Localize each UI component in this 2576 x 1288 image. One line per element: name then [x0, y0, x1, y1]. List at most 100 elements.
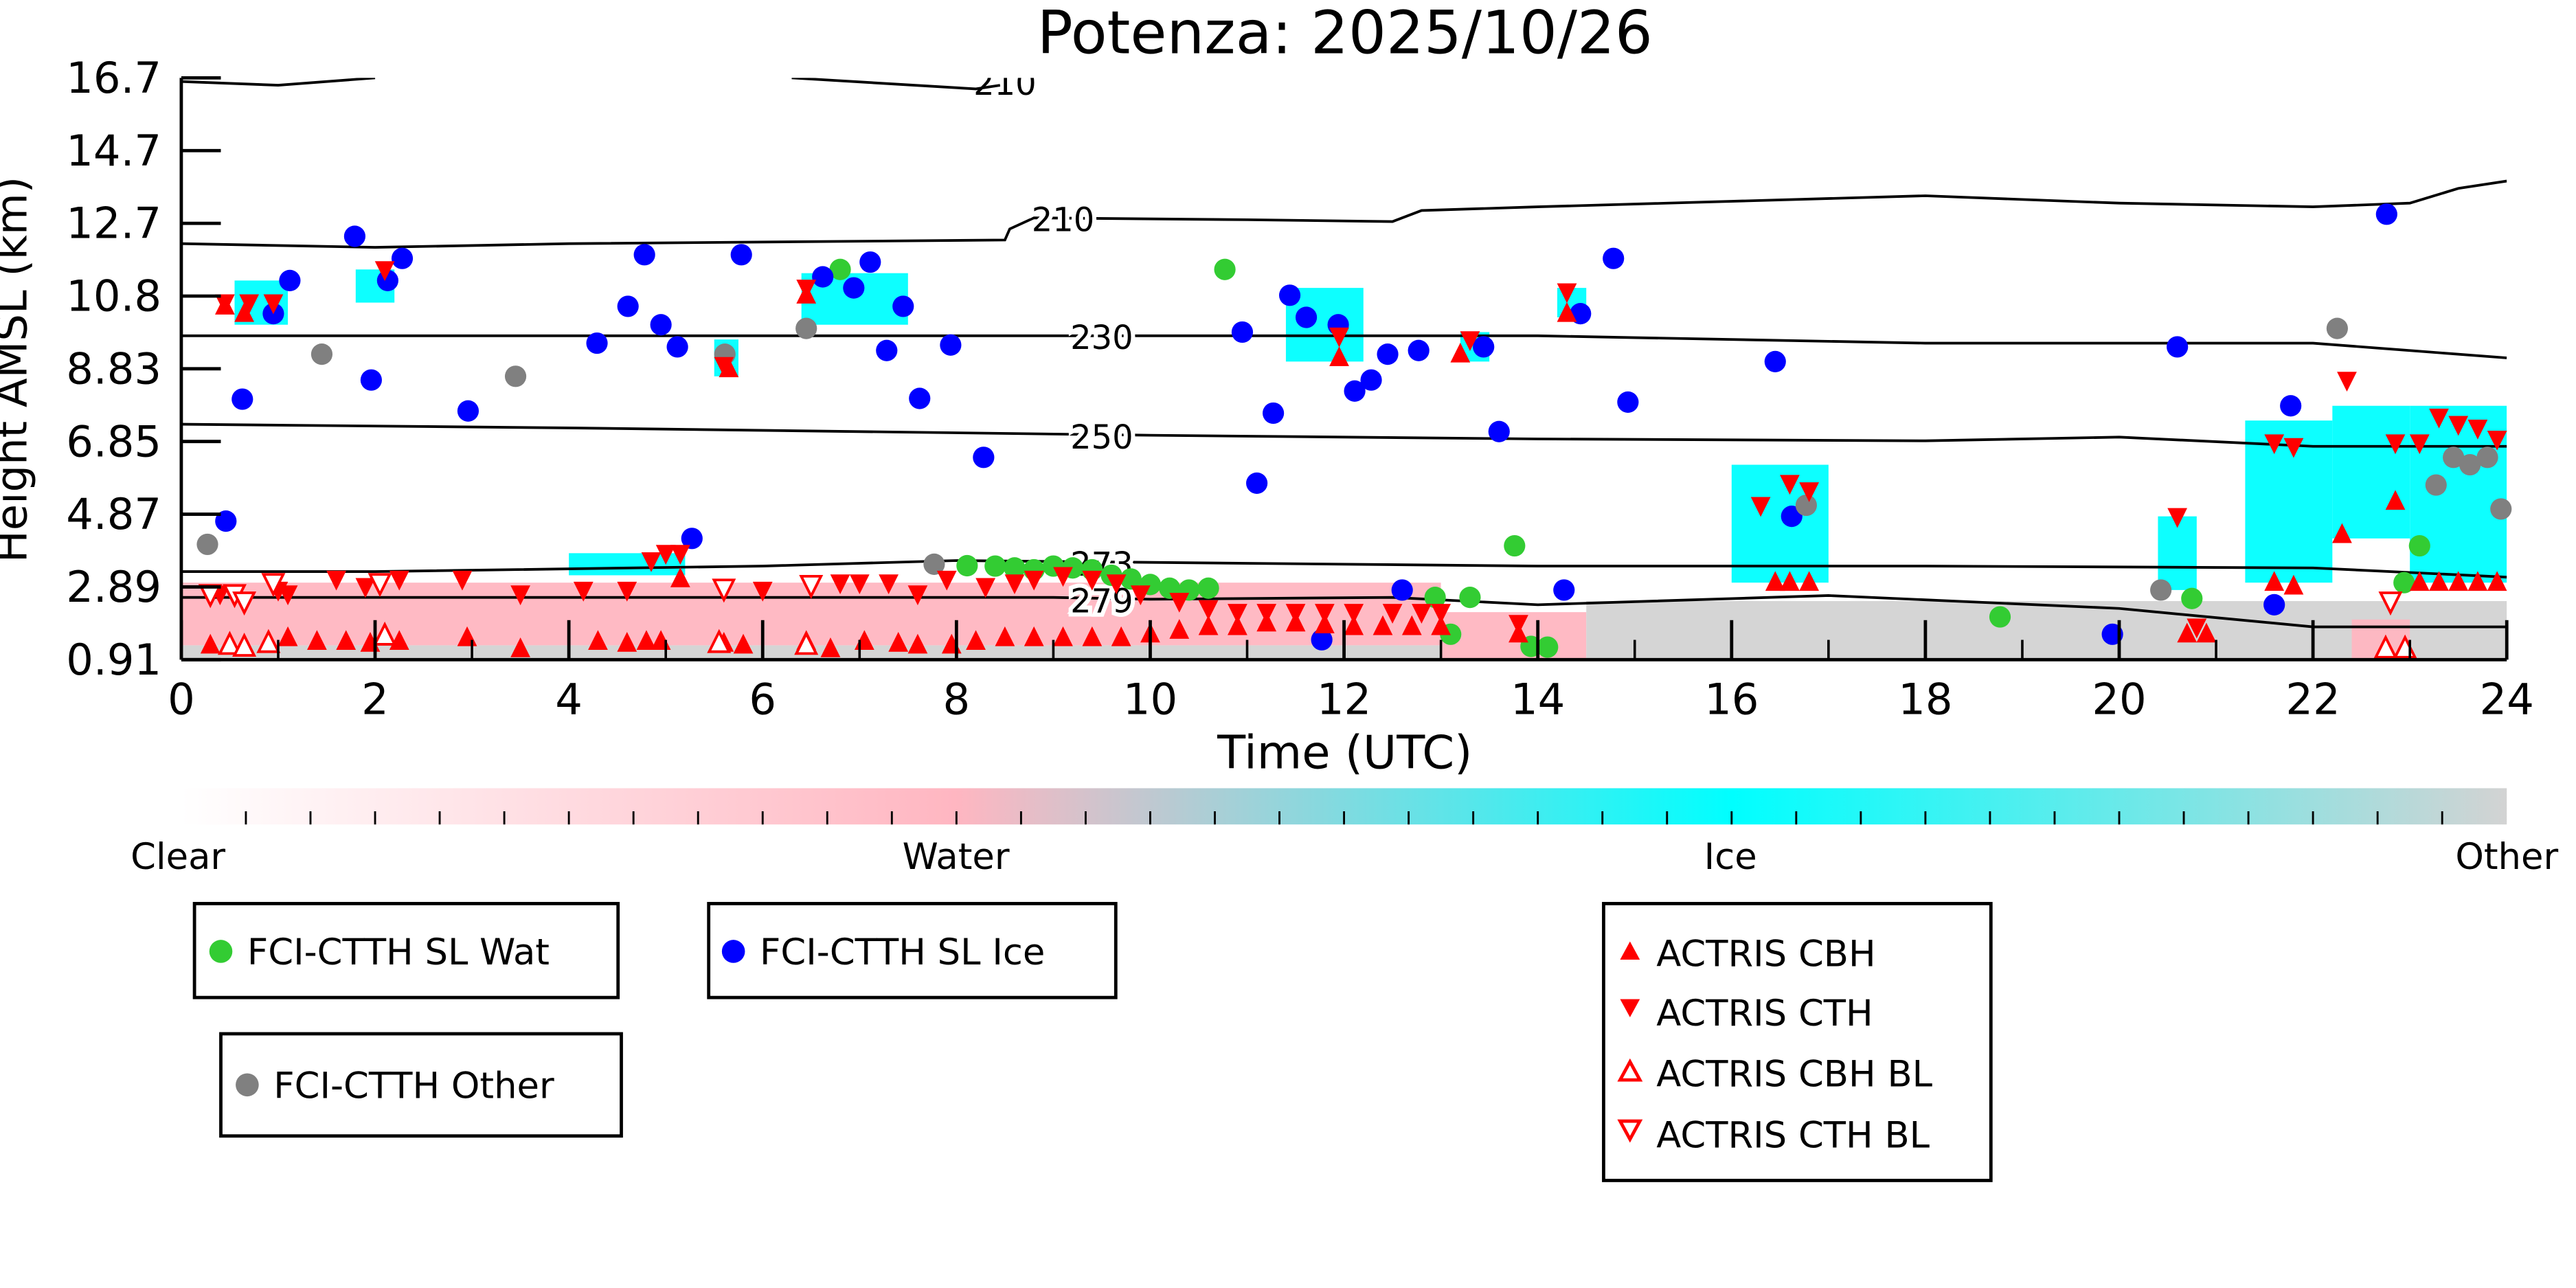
colorbar-label-ice: Ice: [1704, 836, 1757, 878]
y-tick-label: 4.87: [66, 489, 161, 539]
point-fci-ctth-sl-ice: [1344, 380, 1366, 402]
point-actris-cth: [1780, 475, 1800, 495]
point-fci-ctth-sl-ice: [1311, 629, 1333, 651]
x-tick-label: 20: [2092, 674, 2146, 724]
contour-line-279: [181, 594, 2507, 629]
point-fci-ctth-sl-wat: [956, 554, 978, 577]
point-actris-cth: [573, 581, 594, 602]
x-tick-label: 16: [1704, 674, 1759, 724]
point-fci-ctth-sl-wat: [1004, 557, 1026, 579]
point-actris-cbh-bl: [232, 632, 257, 657]
point-fci-ctth-sl-ice: [666, 336, 688, 358]
point-fci-ctth-sl-wat: [1197, 577, 1219, 599]
point-actris-cbh-bl: [794, 631, 819, 655]
point-fci-ctth-sl-ice: [1603, 247, 1625, 269]
point-actris-cth: [752, 581, 773, 602]
point-fci-ctth-sl-ice: [812, 266, 834, 288]
y-tick-label: 6.85: [66, 416, 161, 466]
point-fci-ctth-sl-ice: [650, 314, 672, 336]
point-fci-ctth-other: [2490, 498, 2512, 520]
point-fci-ctth-other: [310, 343, 333, 365]
point-fci-ctth-sl-ice: [1360, 369, 1382, 391]
point-fci-ctth-sl-ice: [1377, 343, 1399, 365]
contour-line-273: [181, 559, 2507, 579]
point-actris-cbh: [2196, 622, 2217, 643]
y-tick-label: 14.7: [66, 126, 161, 176]
point-actris-cth: [1053, 567, 1073, 587]
point-actris-cbh: [1169, 619, 1190, 639]
point-actris-cth-bl: [712, 578, 736, 603]
colorbar-ticks: [245, 811, 2443, 825]
point-actris-cth: [214, 294, 235, 315]
point-actris-cbh: [1401, 615, 1422, 635]
point-actris-cbh: [2429, 571, 2449, 591]
point-actris-cth: [2337, 372, 2357, 392]
x-tick-label: 18: [1898, 674, 1952, 724]
point-actris-cth: [830, 574, 850, 594]
point-actris-cth: [2385, 434, 2406, 455]
x-tick-label: 8: [943, 674, 971, 724]
legend-marker-other: [236, 1073, 259, 1097]
point-actris-cbh: [820, 637, 841, 657]
point-actris-cbh: [2177, 622, 2197, 643]
point-actris-cth-bl: [232, 591, 257, 616]
point-actris-cth: [1799, 482, 1820, 502]
point-actris-cbh: [2385, 490, 2406, 510]
point-actris-cth: [2187, 618, 2207, 639]
point-fci-ctth-other: [2326, 317, 2348, 339]
point-fci-ctth-sl-ice: [1391, 579, 1413, 601]
x-axis-label: Time (UTC): [1217, 726, 1472, 780]
point-actris-cth: [641, 552, 662, 572]
point-actris-cth: [670, 545, 690, 565]
point-fci-ctth-sl-ice: [2263, 594, 2285, 615]
point-actris-cth: [936, 570, 957, 591]
point-actris-cbh: [1344, 615, 1364, 635]
point-actris-cth: [2487, 431, 2507, 451]
point-actris-cbh: [1765, 571, 1785, 591]
point-actris-cbh: [1082, 626, 1103, 646]
point-actris-cbh: [2487, 571, 2507, 591]
point-actris-cth: [510, 585, 531, 606]
point-fci-ctth-sl-ice: [617, 295, 639, 317]
legend-marker-cth-bl: [1617, 1119, 1643, 1143]
legend-ice: FCI-CTTH SL Ice: [707, 901, 1118, 999]
point-actris-cbh: [2264, 571, 2285, 591]
point-actris-cth: [2448, 416, 2469, 436]
point-actris-cth: [849, 574, 870, 594]
point-actris-cbh: [510, 637, 531, 657]
point-actris-cth: [1082, 570, 1103, 591]
point-fci-ctth-sl-wat: [1214, 258, 1236, 280]
legend-label-cth-bl: ACTRIS CTH BL: [1656, 1114, 1930, 1156]
colorbar-label-water: Water: [903, 836, 1010, 878]
x-tick-label: 10: [1123, 674, 1177, 724]
chart-title: Potenza: 2025/10/26: [1037, 0, 1653, 67]
point-fci-ctth-other: [196, 533, 218, 556]
point-actris-cbh: [1431, 615, 1451, 635]
point-actris-cbh: [200, 633, 221, 654]
point-actris-cbh: [733, 633, 754, 654]
point-actris-cth: [239, 294, 260, 315]
legend-label-cbh-bl: ACTRIS CBH BL: [1656, 1054, 1932, 1096]
point-actris-cbh-bl: [256, 629, 281, 653]
point-actris-cth: [326, 570, 346, 591]
point-actris-cth: [1106, 574, 1127, 594]
point-fci-ctth-sl-ice: [843, 277, 865, 299]
point-actris-cbh: [888, 631, 909, 652]
legend-label-other: FCI-CTTH Other: [273, 1065, 554, 1107]
point-actris-cbh: [1799, 571, 1820, 591]
point-actris-cbh: [966, 630, 986, 651]
point-actris-cth: [263, 294, 284, 315]
legend-marker-cbh-bl: [1617, 1058, 1643, 1082]
point-actris-cth: [879, 574, 899, 594]
point-actris-cth-bl: [261, 573, 286, 598]
point-actris-cbh: [1198, 615, 1219, 635]
point-actris-cth: [1314, 604, 1335, 624]
x-tick-label: 24: [2480, 674, 2534, 724]
point-actris-cth: [2264, 434, 2285, 455]
colorbar-label-other: Other: [2455, 836, 2558, 878]
legend-marker-wat: [209, 940, 233, 963]
point-actris-cth: [796, 280, 817, 300]
point-fci-ctth-sl-ice: [1488, 420, 1510, 442]
point-fci-ctth-other: [2476, 447, 2498, 468]
